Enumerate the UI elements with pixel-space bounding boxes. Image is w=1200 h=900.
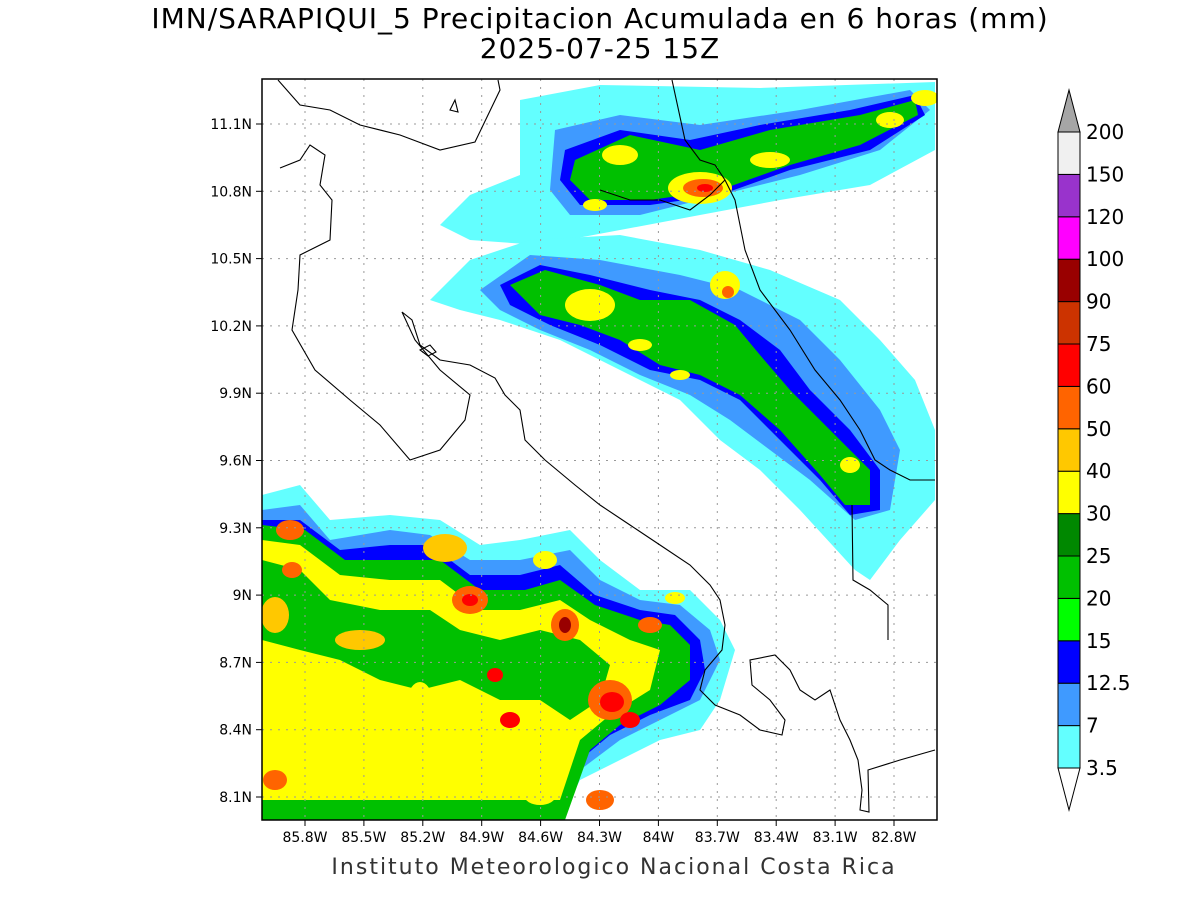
latitude-axis: 11.1N 10.8N 10.5N 10.2N 9.9N 9.6N 9.3N 9N 8.7N 8.… xyxy=(210,117,262,806)
colorbar-legend: 3.5 7 12.5 15 20 25 30 40 50 60 75 90 100 120 150 200 xyxy=(1057,88,1131,812)
colorbar-level-label: 3.5 xyxy=(1086,756,1118,780)
lon-tick-label: 84.9W xyxy=(459,830,504,846)
lat-lon-grid xyxy=(262,79,937,820)
colorbar-max-arrow xyxy=(1057,88,1081,133)
colorbar-box xyxy=(1057,428,1081,472)
colorbar-box xyxy=(1057,470,1081,515)
precip-region-south xyxy=(262,485,735,820)
colorbar-box xyxy=(1057,258,1081,303)
colorbar-level-label: 100 xyxy=(1086,247,1124,271)
colorbar-box xyxy=(1057,682,1081,727)
lat-tick-label: 9.9N xyxy=(219,386,252,402)
lon-tick-label: 83.4W xyxy=(754,830,799,846)
colorbar-box xyxy=(1057,385,1081,430)
colorbar-level-label: 7 xyxy=(1086,714,1099,738)
map-subtitle-date: 2025-07-25 15Z xyxy=(479,32,721,65)
lat-tick-label: 9.6N xyxy=(219,454,252,470)
colorbar-min-arrow xyxy=(1057,767,1081,812)
lat-tick-label: 9N xyxy=(233,588,252,604)
precip-band-north xyxy=(440,82,937,245)
lon-tick-label: 85.5W xyxy=(341,830,386,846)
lon-tick-label: 83.1W xyxy=(813,830,858,846)
institution-credit: Instituto Meteorologico Nacional Costa R… xyxy=(331,855,897,880)
colorbar-box xyxy=(1057,173,1081,218)
colorbar-box xyxy=(1057,343,1081,387)
lon-tick-label: 84W xyxy=(643,830,675,846)
lat-tick-label: 8.1N xyxy=(219,790,252,806)
lat-tick-label: 10.5N xyxy=(210,252,252,268)
colorbar-level-label: 90 xyxy=(1086,290,1111,314)
colorbar-box xyxy=(1057,597,1081,642)
colorbar-level-label: 75 xyxy=(1086,332,1111,356)
lon-tick-label: 84.6W xyxy=(518,830,563,846)
coastlines-borders xyxy=(277,79,936,813)
colorbar-box xyxy=(1057,640,1081,684)
colorbar-level-label: 150 xyxy=(1086,162,1124,186)
longitude-axis: 85.8W 85.5W 85.2W 84.9W 84.6W 84.3W 84W 83.7W 83… xyxy=(282,820,917,846)
precip-band-central xyxy=(430,235,935,580)
colorbar-box xyxy=(1057,216,1081,260)
colorbar-level-label: 15 xyxy=(1086,629,1111,653)
colorbar-box xyxy=(1057,301,1081,345)
colorbar-level-label: 60 xyxy=(1086,374,1111,398)
colorbar-level-label: 30 xyxy=(1086,502,1111,526)
lon-tick-label: 85.2W xyxy=(400,830,445,846)
lat-tick-label: 9.3N xyxy=(219,521,252,537)
lon-tick-label: 85.8W xyxy=(282,830,327,846)
colorbar-level-label: 25 xyxy=(1086,544,1111,568)
colorbar-box xyxy=(1057,555,1081,599)
colorbar-box xyxy=(1057,131,1081,175)
colorbar-level-label: 12.5 xyxy=(1086,671,1131,695)
lon-tick-label: 84.3W xyxy=(577,830,622,846)
colorbar-level-label: 200 xyxy=(1086,120,1124,144)
precipitation-field xyxy=(262,82,937,820)
lat-tick-label: 10.8N xyxy=(210,184,252,200)
colorbar-level-label: 20 xyxy=(1086,586,1111,610)
lon-tick-label: 82.8W xyxy=(871,830,916,846)
colorbar-level-label: 50 xyxy=(1086,417,1111,441)
lat-tick-label: 11.1N xyxy=(210,117,252,133)
colorbar-level-label: 120 xyxy=(1086,205,1124,229)
colorbar-box xyxy=(1057,725,1081,769)
lat-tick-label: 10.2N xyxy=(210,319,252,335)
colorbar-level-label: 40 xyxy=(1086,459,1111,483)
colorbar-box xyxy=(1057,513,1081,557)
lon-tick-label: 83.7W xyxy=(695,830,740,846)
map-title: IMN/SARAPIQUI_5 Precipitacion Acumulada … xyxy=(151,2,1049,35)
lat-tick-label: 8.7N xyxy=(219,655,252,671)
lat-tick-label: 8.4N xyxy=(219,723,252,739)
